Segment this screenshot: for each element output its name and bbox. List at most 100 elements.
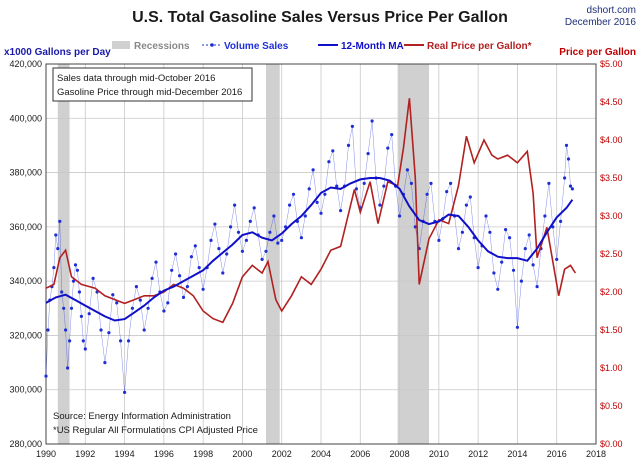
legend-recessions: Recessions: [134, 41, 190, 52]
volume-sales-point: [166, 301, 170, 305]
volume-sales-point: [217, 247, 221, 251]
volume-sales-point: [315, 200, 319, 204]
recession-bands: [57, 64, 430, 444]
x-tick-label: 2008: [390, 449, 410, 459]
volume-sales-point: [476, 266, 480, 270]
volume-sales-point: [75, 268, 79, 272]
volume-sales-point: [130, 306, 134, 310]
y2-axis-title: Price per Gallon: [559, 47, 636, 58]
y2-tick-label: $4.00: [600, 135, 623, 145]
volume-sales-point: [225, 252, 229, 256]
volume-sales-point: [409, 181, 413, 185]
volume-sales-point: [288, 203, 292, 207]
x-tick-label: 1992: [75, 449, 95, 459]
y-tick-label: 280,000: [9, 439, 42, 449]
volume-sales-point: [181, 295, 186, 299]
volume-sales-point: [103, 361, 107, 365]
y-tick-label: 400,000: [9, 113, 42, 123]
brand-site: dshort.com: [587, 5, 636, 16]
volume-sales-point: [233, 203, 237, 207]
annotation-line-2: Gasoline Price through mid-December 2016: [57, 87, 242, 98]
volume-sales-point: [77, 290, 81, 294]
volume-sales-point: [272, 214, 276, 218]
x-tick-label: 2018: [586, 449, 606, 459]
volume-sales-point: [69, 306, 74, 310]
volume-sales-point: [508, 236, 512, 240]
volume-sales-point: [568, 184, 573, 188]
volume-sales-point: [87, 312, 91, 316]
volume-sales-point: [244, 238, 248, 242]
brand-date: December 2016: [565, 17, 637, 28]
volume-sales-point: [449, 181, 453, 185]
series: [44, 98, 577, 394]
volume-sales-point: [515, 325, 520, 329]
volume-sales-point: [445, 190, 449, 194]
volume-sales-point: [123, 390, 127, 394]
volume-sales-point: [54, 233, 58, 237]
volume-sales-point: [91, 276, 95, 280]
volume-sales-point: [185, 285, 189, 289]
volume-sales-point: [488, 230, 492, 234]
volume-sales-point: [307, 187, 311, 191]
volume-sales-point: [464, 203, 468, 207]
volume-sales-point: [189, 255, 193, 259]
volume-sales-point: [437, 238, 441, 242]
recession-band-2: [397, 64, 430, 444]
volume-sales-point: [197, 266, 201, 270]
volume-sales-point: [504, 228, 508, 232]
volume-sales-point: [170, 268, 174, 272]
volume-sales-point: [64, 328, 68, 332]
y-axis-title: x1000 Gallons per Day: [4, 47, 111, 58]
volume-sales-point: [327, 160, 331, 164]
legend-price: Real Price per Gallon*: [427, 41, 532, 52]
volume-sales-point: [566, 157, 571, 161]
volume-sales-point: [543, 214, 547, 218]
volume-sales-point: [260, 257, 264, 261]
volume-sales-point: [162, 309, 166, 313]
volume-sales-point: [126, 339, 131, 343]
volume-sales-point: [134, 285, 138, 289]
volume-sales-point: [264, 249, 268, 253]
volume-sales-point: [268, 230, 272, 234]
volume-sales-point: [68, 339, 72, 343]
annotation-line-1: Sales data through mid-October 2016: [57, 73, 215, 84]
volume-sales-point: [81, 339, 85, 343]
moving-average-line: [45, 177, 574, 322]
y-tick-label: 300,000: [9, 385, 42, 395]
y2-tick-label: $3.00: [600, 211, 623, 221]
volume-sales-point: [456, 247, 461, 251]
y2-tick-label: $0.00: [600, 439, 623, 449]
volume-sales-point: [178, 274, 182, 278]
volume-sales-point: [555, 257, 559, 261]
x-tick-label: 2004: [311, 449, 331, 459]
plot-frame: [45, 63, 597, 445]
volume-sales-point: [62, 306, 66, 310]
y-tick-label: 340,000: [9, 276, 42, 286]
volume-sales-point: [362, 181, 366, 185]
volume-sales-point: [221, 271, 225, 275]
volume-sales-point: [280, 238, 284, 242]
legend-recessions-swatch: [112, 41, 130, 49]
volume-sales-point: [429, 181, 433, 185]
volume-sales-point: [563, 176, 567, 180]
volume-sales-point: [425, 192, 429, 196]
gridlines: [46, 64, 596, 444]
volume-sales-point: [500, 260, 504, 264]
volume-sales-point: [142, 328, 146, 332]
volume-sales-point: [111, 293, 115, 297]
volume-sales-point: [323, 192, 327, 196]
volume-sales-point: [138, 298, 142, 302]
volume-sales-point: [291, 192, 296, 196]
x-tick-label: 2014: [507, 449, 527, 459]
volume-sales-point: [570, 187, 575, 191]
x-tick-label: 2000: [232, 449, 252, 459]
volume-sales-point: [79, 314, 83, 318]
volume-sales-point: [564, 143, 569, 147]
y-tick-label: 380,000: [9, 168, 42, 178]
x-tick-label: 2006: [350, 449, 370, 459]
volume-sales-point: [335, 184, 339, 188]
volume-sales-point: [44, 374, 48, 378]
volume-sales-point: [240, 249, 244, 253]
volume-sales-point: [276, 241, 280, 245]
x-tick-label: 2002: [272, 449, 292, 459]
